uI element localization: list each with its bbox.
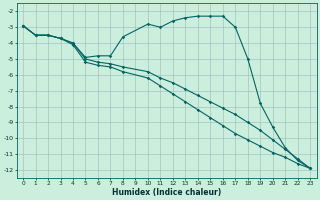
X-axis label: Humidex (Indice chaleur): Humidex (Indice chaleur) [112, 188, 221, 197]
